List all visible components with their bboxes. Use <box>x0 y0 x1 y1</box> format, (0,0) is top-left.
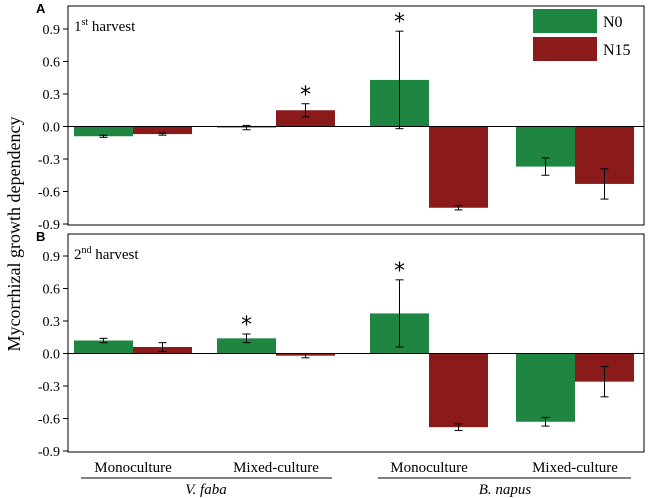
y-tick-label: 0.0 <box>43 121 61 136</box>
significance-star: * <box>394 10 405 35</box>
x-label-vfaba-mixed: Mixed-culture <box>233 460 319 476</box>
bar-n15-1 <box>276 110 335 127</box>
species-label-bnapus: B. napus <box>479 482 532 498</box>
legend-swatch-n0 <box>533 9 597 33</box>
panel-a-letter: A <box>36 1 46 16</box>
significance-star: * <box>300 83 311 108</box>
bar-n15-2 <box>429 353 488 428</box>
bar-n0-0 <box>74 126 133 137</box>
significance-star: * <box>394 259 405 284</box>
y-tick-label: -0.3 <box>38 380 60 395</box>
y-axis-label: Mycorrhizal growth dependency <box>4 117 24 352</box>
legend-swatch-n15 <box>533 37 597 61</box>
bar-n0-0 <box>74 340 133 354</box>
panel-a-harvest-label: 1st harvest <box>74 17 136 35</box>
panel-b-harvest-label: 2nd harvest <box>74 245 139 263</box>
bar-n0-1 <box>217 338 276 354</box>
legend-label-n0: N0 <box>603 14 623 31</box>
y-tick-label: 0.9 <box>43 23 61 38</box>
y-tick-label: 0.3 <box>43 315 61 330</box>
y-tick-label: -0.6 <box>38 413 60 428</box>
bar-n15-2 <box>429 126 488 208</box>
panel-a: A 1st harvest 0.9 0.6 0.3 0.0 -0.3 -0.6 -0.9 * * <box>36 1 645 233</box>
x-label-bnapus-mono: Monoculture <box>390 460 468 476</box>
panel-a-frame <box>67 5 645 226</box>
legend-label-n15: N15 <box>603 42 631 59</box>
legend: N0 N15 <box>533 9 631 61</box>
y-tick-label: 0.6 <box>43 283 61 298</box>
y-tick-label: -0.9 <box>38 218 60 233</box>
x-label-vfaba-mono: Monoculture <box>94 460 172 476</box>
y-tick-label: 0.6 <box>43 56 61 71</box>
significance-star: * <box>241 313 252 338</box>
y-tick-label: -0.6 <box>38 186 60 201</box>
y-tick-label: 0.0 <box>43 348 61 363</box>
x-label-bnapus-mixed: Mixed-culture <box>532 460 618 476</box>
panel-b-letter: B <box>36 229 45 244</box>
y-tick-label: 0.9 <box>43 250 61 265</box>
y-tick-label: -0.9 <box>38 445 60 460</box>
panel-b: B 2nd harvest 0.9 0.6 0.3 0.0 -0.3 -0.6 -0.9 * * <box>36 229 645 460</box>
species-label-vfaba: V. faba <box>185 482 226 498</box>
bar-n15-0 <box>133 126 192 135</box>
x-axis-labels: Monoculture Mixed-culture Monoculture Mi… <box>81 460 631 498</box>
bar-n0-3 <box>516 353 575 422</box>
panel-b-frame <box>67 233 645 453</box>
y-tick-label: 0.3 <box>43 88 61 103</box>
y-tick-label: -0.3 <box>38 153 60 168</box>
